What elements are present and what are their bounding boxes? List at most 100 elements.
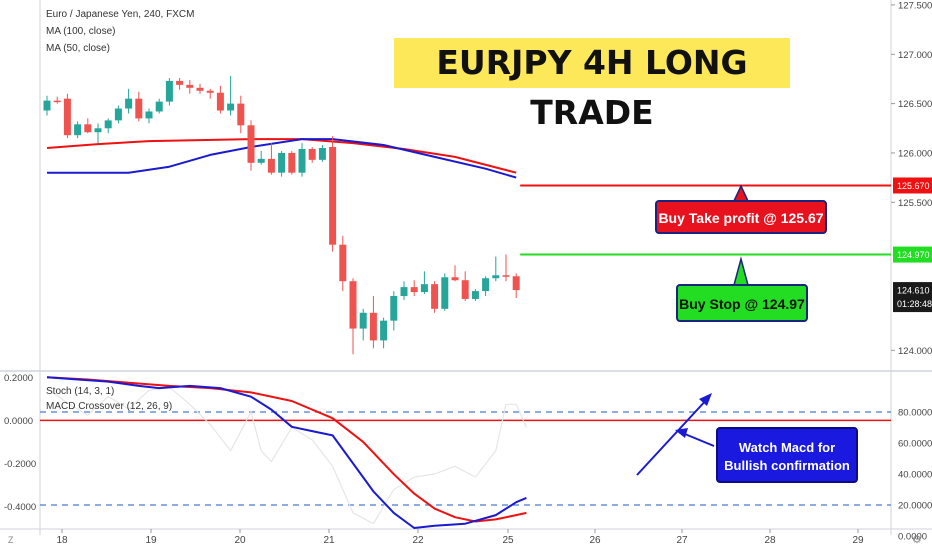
candle-up xyxy=(380,320,388,341)
macd-note-line2: Bullish confirmation xyxy=(724,458,850,473)
tp-price-label: 125.670 xyxy=(897,181,930,191)
candle-down xyxy=(339,244,347,282)
settings-icon: ⚙ xyxy=(912,534,922,546)
stoch-legend: Stoch (14, 3, 1) xyxy=(46,386,115,397)
candle-down xyxy=(176,80,184,85)
bullish-arrow xyxy=(636,396,710,476)
symbol-title: Euro / Japanese Yen, 240, FXCM xyxy=(46,9,195,20)
candle-up xyxy=(114,108,122,121)
candle-up xyxy=(125,98,133,109)
tp-price-badge xyxy=(893,177,932,194)
candle-up xyxy=(145,111,153,119)
date-tick-label: 27 xyxy=(676,535,688,546)
macd-axis-label: 0.2000 xyxy=(4,373,33,384)
macd-axis-label: -0.2000 xyxy=(4,459,36,470)
stoch-axis-label: 0.0000 xyxy=(898,532,927,543)
candle-down xyxy=(267,158,275,173)
candle-up xyxy=(492,275,500,279)
candle-up xyxy=(155,101,163,112)
candle-up xyxy=(104,120,112,129)
bullish-arrow-head xyxy=(699,393,712,406)
date-tick-label: 29 xyxy=(852,535,864,546)
candle-up xyxy=(227,103,235,111)
candle-up xyxy=(298,148,306,173)
candle-down xyxy=(329,147,337,245)
stoch-axis-label: 80.0000 xyxy=(898,408,932,419)
macd-signal-line xyxy=(46,376,527,523)
candle-down xyxy=(308,148,316,160)
candle-down xyxy=(461,280,469,299)
candle-down xyxy=(216,92,224,111)
candle-down xyxy=(186,84,194,88)
trade-title-banner: EURJPY 4H LONG TRADE xyxy=(394,38,790,132)
stoch-axis-label: 60.0000 xyxy=(898,439,932,450)
candle-down xyxy=(206,90,214,93)
candle-up xyxy=(400,287,408,296)
price-tick-label: 127.000 xyxy=(898,50,932,61)
date-tick-label: 28 xyxy=(764,535,776,546)
last-price-badge xyxy=(893,282,932,313)
take-profit-callout: Buy Take profit @ 125.67 xyxy=(655,200,827,234)
candle-up xyxy=(165,80,173,102)
candle-down xyxy=(369,312,377,341)
candle-down xyxy=(196,87,204,91)
date-tick-label: 26 xyxy=(589,535,601,546)
candle-down xyxy=(135,98,143,119)
candle-down xyxy=(288,152,296,173)
candle-up xyxy=(74,124,82,136)
date-tick-label: 21 xyxy=(323,535,335,546)
macd-axis-label: -0.4000 xyxy=(4,502,36,513)
callout-arrow-head xyxy=(675,428,688,438)
date-tick-label: 19 xyxy=(145,535,157,546)
last-price-label: 124.610 xyxy=(897,286,930,296)
bar-countdown-label: 01:28:48 xyxy=(897,299,932,309)
candle-up xyxy=(420,284,428,293)
ma50-line xyxy=(47,138,517,179)
stop-price-label: 124.970 xyxy=(897,250,930,260)
candle-down xyxy=(502,275,510,277)
buy-stop-callout: Buy Stop @ 124.97 xyxy=(676,284,808,322)
candle-up xyxy=(43,100,51,111)
candle-up xyxy=(441,277,449,309)
macd-note-line1: Watch Macd for xyxy=(738,440,836,455)
stoch-axis-label: 40.0000 xyxy=(898,470,932,481)
candle-up xyxy=(390,296,398,321)
date-tick-label: 22 xyxy=(412,535,424,546)
macd-axis-label: 0.0000 xyxy=(4,416,33,427)
candle-up xyxy=(482,278,490,292)
stoch-axis-label: 20.0000 xyxy=(898,501,932,512)
candle-up xyxy=(471,291,479,299)
price-tick-label: 124.000 xyxy=(898,346,932,357)
macd-note-callout: Watch Macd for Bullish confirmation xyxy=(716,427,858,483)
candle-down xyxy=(349,281,357,329)
price-tick-label: 126.000 xyxy=(898,148,932,159)
date-tick-label: 20 xyxy=(234,535,246,546)
price-tick-label: 126.500 xyxy=(898,99,932,110)
candle-up xyxy=(359,312,367,329)
price-tick-label: 125.500 xyxy=(898,198,932,209)
stop-price-badge xyxy=(893,246,932,263)
ma100-line xyxy=(46,138,517,174)
candle-down xyxy=(431,284,439,309)
date-tick-label: 18 xyxy=(56,535,68,546)
ma100-legend: MA (100, close) xyxy=(46,26,116,37)
macd-line xyxy=(46,376,527,529)
candle-down xyxy=(53,100,61,103)
candle-down xyxy=(451,277,459,281)
candle-down xyxy=(237,103,245,126)
date-tick-label: 25 xyxy=(502,535,514,546)
candle-down xyxy=(84,124,92,133)
candle-up xyxy=(257,158,265,163)
ma50-legend: MA (50, close) xyxy=(46,43,110,54)
candle-up xyxy=(94,128,102,133)
scale-mode-button: Z xyxy=(8,535,14,545)
candle-up xyxy=(278,152,286,173)
macd-legend: MACD Crossover (12, 26, 9) xyxy=(46,401,173,412)
candle-up xyxy=(318,148,326,160)
candle-down xyxy=(63,98,71,136)
candle-down xyxy=(247,125,255,163)
price-tick-label: 127.500 xyxy=(898,0,932,11)
candle-down xyxy=(410,287,418,293)
candle-down xyxy=(512,276,520,291)
